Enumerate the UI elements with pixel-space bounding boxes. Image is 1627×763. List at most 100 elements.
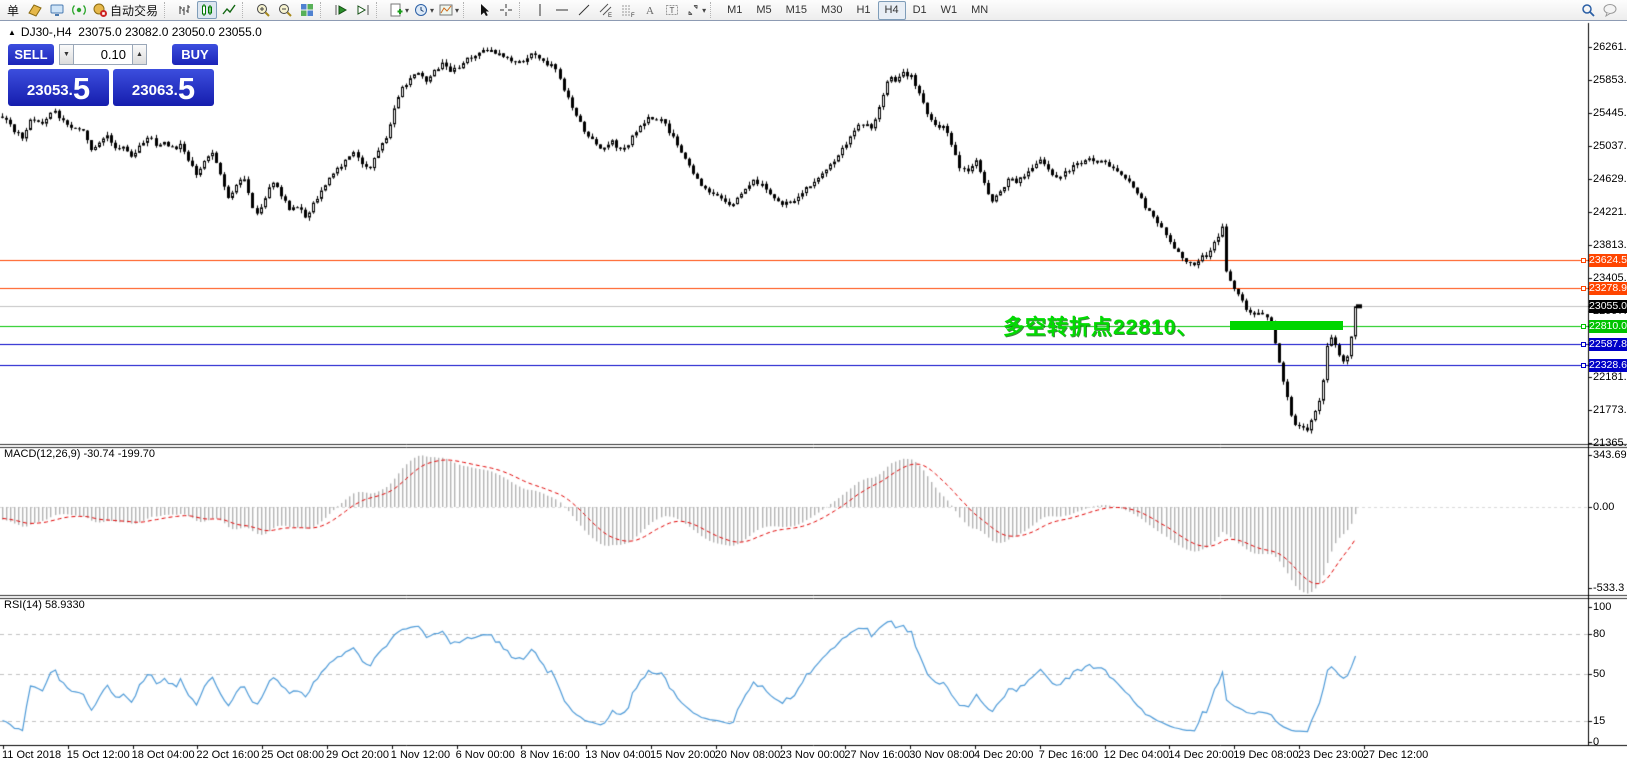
hline-icon[interactable] bbox=[552, 1, 572, 19]
trendline-icon[interactable] bbox=[574, 1, 594, 19]
arrows-icon-dropdown[interactable]: ▾ bbox=[702, 5, 707, 15]
time-tick-label: 19 Dec 08:00 bbox=[1233, 749, 1299, 761]
sell-price-main: 23053 bbox=[26, 82, 69, 99]
time-tick-label: 18 Oct 04:00 bbox=[131, 749, 195, 761]
timeframe-m5[interactable]: M5 bbox=[756, 4, 772, 16]
trendline-icon bbox=[576, 2, 592, 18]
hline-icon bbox=[554, 2, 570, 18]
hline-price-label: 23624.5 bbox=[1589, 253, 1627, 267]
timeframe-m1[interactable]: M1 bbox=[727, 4, 743, 16]
new-chart-icon-dropdown[interactable]: ▾ bbox=[405, 5, 410, 15]
collapse-panel-icon[interactable]: ▲ bbox=[8, 28, 16, 37]
new-order-button[interactable]: 单 bbox=[3, 1, 23, 19]
label-icon[interactable]: T bbox=[662, 1, 682, 19]
bar-chart-icon bbox=[177, 2, 193, 18]
candlestick-icon[interactable] bbox=[197, 1, 218, 19]
vline-icon[interactable] bbox=[530, 1, 550, 19]
thick-trendline-segment[interactable] bbox=[1230, 321, 1343, 331]
hline-handle[interactable] bbox=[1581, 285, 1586, 291]
bar-chart-icon[interactable] bbox=[175, 1, 195, 19]
time-tick-label: 25 Oct 08:00 bbox=[261, 749, 325, 761]
time-tick-label: 11 Oct 2018 bbox=[2, 749, 62, 761]
templates-icon bbox=[438, 2, 454, 18]
label-icon: T bbox=[664, 2, 680, 18]
autotrade-button[interactable]: 自动交易 bbox=[91, 1, 161, 19]
rsi-axis-label: 0 bbox=[1593, 735, 1600, 748]
hline-price-label: 22810.0 bbox=[1589, 319, 1627, 333]
price-tick-label: 21365.0 bbox=[1593, 437, 1627, 449]
timeframe-d1[interactable]: D1 bbox=[912, 4, 927, 16]
text-icon[interactable]: A bbox=[640, 1, 660, 19]
buy-button[interactable]: BUY bbox=[172, 44, 218, 65]
terminal-icon bbox=[49, 2, 65, 18]
channel-icon[interactable]: E bbox=[596, 1, 616, 19]
auto-scroll-icon[interactable] bbox=[331, 1, 351, 19]
volume-decrease-button[interactable]: ▼ bbox=[59, 44, 74, 65]
fibonacci-icon[interactable]: F bbox=[618, 1, 638, 19]
zoom-out-icon bbox=[277, 2, 293, 18]
templates-icon[interactable]: ▾ bbox=[437, 1, 460, 19]
hline-handle[interactable] bbox=[1581, 362, 1586, 368]
timeframe-m15[interactable]: M15 bbox=[785, 4, 808, 16]
volume-increase-button[interactable]: ▲ bbox=[132, 44, 147, 65]
hline-price-label: 23278.9 bbox=[1589, 281, 1627, 295]
toolbar-separator bbox=[242, 2, 250, 18]
tile-windows-icon[interactable] bbox=[297, 1, 317, 19]
time-tick-label: 15 Nov 20:00 bbox=[650, 749, 716, 761]
timeframe-h1[interactable]: H1 bbox=[856, 4, 871, 16]
timeframe-w1[interactable]: W1 bbox=[940, 4, 958, 16]
macd-axis-label: 343.69 bbox=[1593, 448, 1627, 461]
toolbar-separator bbox=[710, 2, 718, 18]
macd-axis-label: 0.00 bbox=[1593, 501, 1615, 513]
chart-shift-icon[interactable] bbox=[353, 1, 373, 19]
timeframe-m30[interactable]: M30 bbox=[821, 4, 843, 16]
line-chart-icon[interactable] bbox=[219, 1, 239, 19]
templates-icon-dropdown[interactable]: ▾ bbox=[455, 5, 460, 15]
zoom-in-icon bbox=[255, 2, 271, 18]
price-tick-label: 23405.0 bbox=[1593, 272, 1627, 284]
search-button[interactable] bbox=[1578, 1, 1598, 19]
toolbar-separator bbox=[164, 2, 172, 18]
sell-price-box[interactable]: 23053. 5 bbox=[8, 69, 109, 106]
arrows-icon[interactable]: ▾ bbox=[684, 1, 707, 19]
rsi-axis-label: 15 bbox=[1593, 715, 1606, 728]
annotation-text[interactable]: 多空转折点22810、 bbox=[1003, 316, 1199, 339]
terminal-icon[interactable] bbox=[47, 1, 67, 19]
volume-input[interactable]: 0.10 bbox=[74, 44, 132, 65]
time-tick-label: 23 Dec 23:00 bbox=[1298, 749, 1364, 761]
buy-price-box[interactable]: 23063. 5 bbox=[113, 69, 214, 106]
signal-icon[interactable] bbox=[69, 1, 89, 19]
hline-handle[interactable] bbox=[1581, 341, 1586, 347]
current-price-label: 23055.0 bbox=[1589, 299, 1627, 313]
one-click-trade-panel: SELL ▼ 0.10 ▲ BUY 23053. 5 23063. 5 bbox=[8, 44, 218, 106]
cursor-icon[interactable] bbox=[474, 1, 494, 19]
gold-box-icon[interactable] bbox=[25, 1, 45, 19]
channel-icon: E bbox=[598, 2, 614, 18]
rsi-axis-label: 100 bbox=[1593, 601, 1612, 613]
periods-icon[interactable]: ▾ bbox=[412, 1, 435, 19]
time-tick-label: 27 Dec 12:00 bbox=[1362, 749, 1429, 761]
crosshair-icon[interactable] bbox=[496, 1, 516, 19]
zoom-out-icon[interactable] bbox=[275, 1, 295, 19]
vline-icon bbox=[532, 2, 548, 18]
periods-icon-dropdown[interactable]: ▾ bbox=[430, 5, 435, 15]
time-tick-label: 4 Dec 20:00 bbox=[974, 749, 1034, 761]
cursor-icon bbox=[476, 2, 492, 18]
svg-text:E: E bbox=[608, 13, 612, 18]
hline-handle[interactable] bbox=[1581, 323, 1586, 329]
new-chart-icon[interactable]: ▾ bbox=[387, 1, 410, 19]
gold-box-icon bbox=[27, 2, 43, 18]
hline-handle[interactable] bbox=[1581, 257, 1586, 263]
chat-button[interactable] bbox=[1600, 1, 1620, 19]
price-tick-label: 24221.0 bbox=[1593, 206, 1627, 218]
tile-windows-icon bbox=[299, 2, 315, 18]
zoom-in-icon[interactable] bbox=[253, 1, 273, 19]
timeframe-mn[interactable]: MN bbox=[971, 4, 989, 16]
fibonacci-icon: F bbox=[620, 2, 636, 18]
toolbar-separator bbox=[463, 2, 471, 18]
sell-button[interactable]: SELL bbox=[8, 44, 54, 65]
ohlc-values: 23075.0 23082.0 23050.0 23055.0 bbox=[78, 25, 262, 39]
timeframe-h4[interactable]: H4 bbox=[877, 0, 906, 20]
